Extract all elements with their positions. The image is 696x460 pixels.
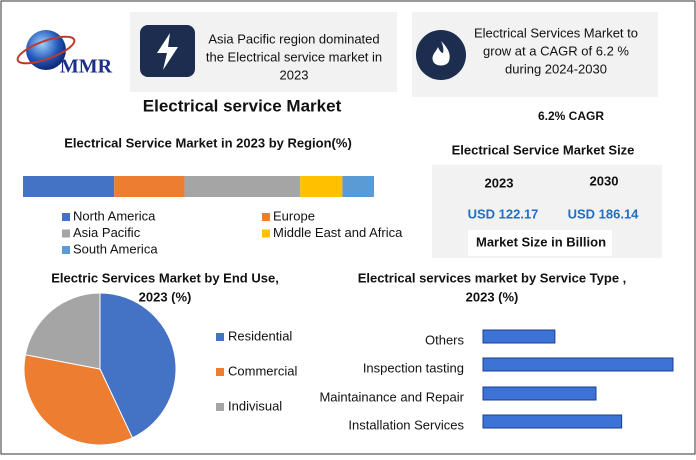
legend-swatch: [62, 246, 70, 254]
legend-label: Residential: [228, 328, 292, 343]
chart-title: 2023 (%): [466, 289, 519, 304]
chart-title: Electrical Service Market in 2023 by Reg…: [64, 135, 352, 150]
legend-label: Asia Pacific: [73, 225, 141, 240]
logo: MMR: [16, 30, 113, 78]
chart-title: Electric Services Market by End Use,: [51, 270, 279, 285]
bar: [482, 414, 623, 429]
pie-slice: [24, 292, 101, 370]
bar-segment: [184, 176, 301, 197]
unit-label: Market Size in Billion: [476, 234, 606, 249]
info-text: grow at a CAGR of 6.2 %: [483, 43, 629, 58]
main-title: Electrical service Market: [143, 96, 342, 115]
bar-segment: [23, 176, 115, 197]
legend-swatch: [216, 333, 224, 341]
bar-segment: [342, 176, 374, 197]
chart-title: 2023 (%): [139, 289, 192, 304]
info-text: Electrical Services Market to: [474, 25, 638, 40]
market-value: USD 122.17: [468, 206, 539, 221]
pie-slice: [23, 354, 134, 446]
bolt-icon: [157, 33, 178, 70]
bar: [482, 386, 597, 401]
info-text: Asia Pacific region dominated: [208, 31, 379, 46]
info-text: 2023: [280, 67, 309, 82]
unit-box: [468, 230, 612, 256]
category-label: Installation Services: [348, 417, 464, 432]
legend-label: Europe: [273, 208, 315, 223]
legend-label: South America: [73, 241, 158, 256]
legend-swatch: [216, 403, 224, 411]
legend-swatch: [262, 213, 270, 221]
pie-slice: [99, 292, 177, 439]
market-size-title: Electrical Service Market Size: [452, 142, 635, 157]
cagr-label: 6.2% CAGR: [538, 109, 604, 123]
legend-label: Middle East and Africa: [273, 225, 403, 240]
legend-label: North America: [73, 208, 156, 223]
category-label: Inspection tasting: [363, 360, 464, 375]
year: 2023: [485, 175, 514, 190]
bar-segment: [300, 176, 343, 197]
legend-swatch: [62, 213, 70, 221]
legend-swatch: [262, 229, 270, 238]
bar-segment: [114, 176, 185, 197]
legend-swatch: [62, 229, 70, 238]
category-label: Others: [425, 332, 465, 347]
flame-icon: [432, 41, 450, 66]
legend-label: Indivisual: [228, 398, 282, 413]
category-label: Maintainance and Repair: [319, 389, 464, 404]
year: 2030: [590, 173, 619, 188]
legend-swatch: [216, 368, 224, 376]
chart-title: Electrical services market by Service Ty…: [358, 270, 627, 285]
bar: [482, 329, 556, 344]
legend-label: Commercial: [228, 363, 297, 378]
logo-text: MMR: [60, 56, 113, 78]
market-value: USD 186.14: [568, 206, 640, 221]
info-text: the Electrical service market in: [206, 49, 382, 64]
bar: [482, 357, 674, 372]
info-text: during 2024-2030: [505, 61, 607, 76]
